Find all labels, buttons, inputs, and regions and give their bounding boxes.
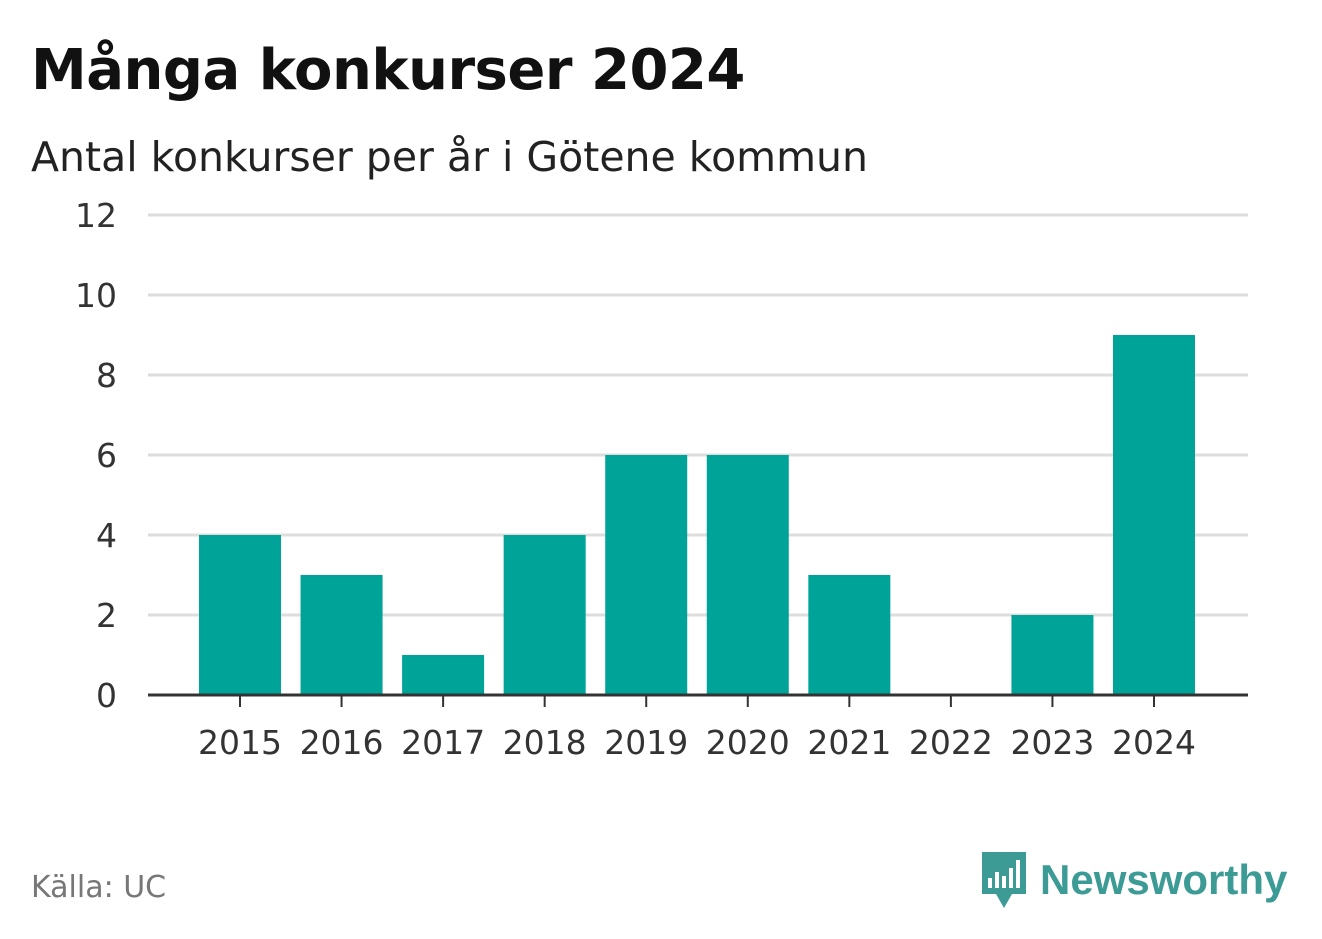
x-tick-label: 2021 bbox=[807, 723, 891, 762]
x-tick-label: 2016 bbox=[300, 723, 384, 762]
bar-2019 bbox=[605, 455, 688, 695]
x-tick-label: 2020 bbox=[706, 723, 790, 762]
bar-2016 bbox=[300, 575, 383, 695]
bar-chart: 0 2 4 6 8 10 12 2015 2016 2017 2018 2019 2020 2021 202… bbox=[75, 196, 1248, 762]
bar-2020 bbox=[706, 455, 789, 695]
bar-2017 bbox=[402, 655, 485, 695]
brand-name: Newsworthy bbox=[1040, 856, 1288, 903]
bar-2015 bbox=[199, 535, 281, 695]
y-tick-label: 12 bbox=[75, 196, 117, 235]
bar-2021 bbox=[808, 575, 891, 695]
x-tick-label: 2019 bbox=[604, 723, 688, 762]
y-tick-label: 8 bbox=[96, 356, 117, 395]
x-tick-label: 2015 bbox=[198, 723, 282, 762]
y-tick-label: 0 bbox=[96, 676, 117, 715]
chart-subtitle: Antal konkurser per år i Götene kommun bbox=[31, 133, 868, 181]
x-tick-label: 2024 bbox=[1112, 723, 1196, 762]
bar-2018 bbox=[503, 535, 586, 695]
x-tick-label: 2023 bbox=[1010, 723, 1094, 762]
y-tick-label: 10 bbox=[75, 276, 117, 315]
x-tick-label: 2017 bbox=[401, 723, 485, 762]
x-tick-label: 2018 bbox=[503, 723, 587, 762]
source-note: Källa: UC bbox=[31, 870, 167, 905]
bar-2023 bbox=[1011, 615, 1094, 695]
x-tick-label: 2022 bbox=[909, 723, 993, 762]
y-tick-label: 2 bbox=[96, 596, 117, 635]
newsworthy-logo-icon bbox=[982, 852, 1026, 908]
y-tick-label: 4 bbox=[96, 516, 117, 555]
chart-title: Många konkurser 2024 bbox=[31, 38, 745, 103]
bar-2024 bbox=[1113, 335, 1195, 695]
brand-logo[interactable]: Newsworthy bbox=[980, 850, 1287, 910]
y-tick-label: 6 bbox=[96, 436, 117, 475]
